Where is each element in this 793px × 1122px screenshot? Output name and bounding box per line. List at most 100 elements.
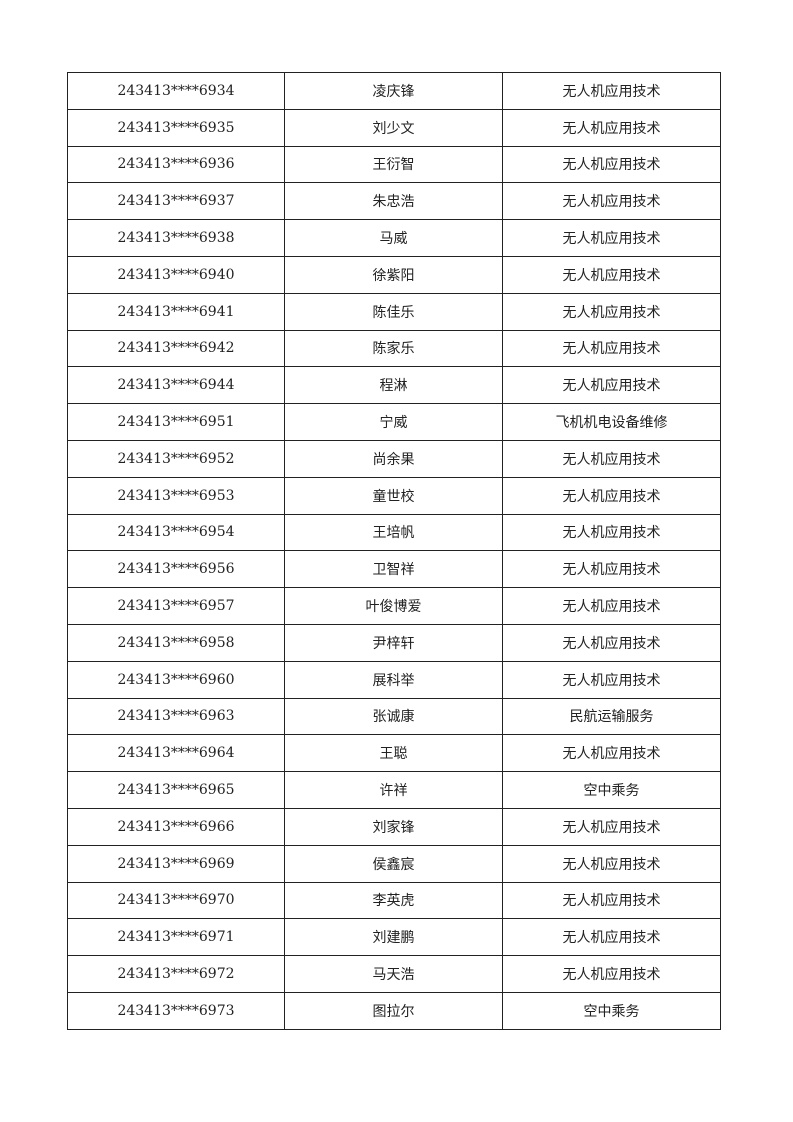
name-cell: 图拉尔: [284, 991, 503, 1030]
id-cell: 243413****6938: [67, 219, 285, 257]
id-cell: 243413****6942: [67, 329, 285, 368]
table-row: 243413****6935 刘少文 无人机应用技术: [67, 108, 721, 147]
major-cell: 无人机应用技术: [502, 881, 721, 920]
major-cell: 无人机应用技术: [502, 329, 721, 368]
major-cell: 无人机应用技术: [502, 918, 721, 957]
major-cell: 无人机应用技术: [502, 513, 721, 552]
id-cell: 243413****6960: [67, 660, 285, 699]
name-cell: 叶俊博爱: [284, 587, 503, 625]
major-cell: 无人机应用技术: [502, 366, 721, 405]
name-cell: 王培帆: [284, 513, 503, 552]
major-cell: 无人机应用技术: [502, 72, 721, 110]
table-row: 243413****6954 王培帆 无人机应用技术: [67, 513, 721, 552]
name-cell: 尹梓轩: [284, 623, 503, 662]
name-cell: 童世校: [284, 476, 503, 515]
table-row: 243413****6951 宁威 飞机机电设备维修: [67, 403, 721, 441]
table-row: 243413****6958 尹梓轩 无人机应用技术: [67, 623, 721, 662]
major-cell: 无人机应用技术: [502, 292, 721, 331]
name-cell: 陈佳乐: [284, 292, 503, 331]
major-cell: 无人机应用技术: [502, 145, 721, 184]
major-cell: 飞机机电设备维修: [502, 403, 721, 441]
table-row: 243413****6942 陈家乐 无人机应用技术: [67, 329, 721, 368]
id-cell: 243413****6944: [67, 366, 285, 405]
id-cell: 243413****6973: [67, 991, 285, 1030]
table-row: 243413****6952 尚余果 无人机应用技术: [67, 439, 721, 478]
table-row: 243413****6938 马威 无人机应用技术: [67, 219, 721, 257]
major-cell: 无人机应用技术: [502, 219, 721, 257]
major-cell: 无人机应用技术: [502, 807, 721, 846]
table-row: 243413****6972 马天浩 无人机应用技术: [67, 955, 721, 993]
id-cell: 243413****6972: [67, 955, 285, 993]
major-cell: 无人机应用技术: [502, 182, 721, 221]
table-row: 243413****6941 陈佳乐 无人机应用技术: [67, 292, 721, 331]
name-cell: 侯鑫宸: [284, 844, 503, 883]
table-row: 243413****6966 刘家锋 无人机应用技术: [67, 807, 721, 846]
id-cell: 243413****6956: [67, 550, 285, 589]
table-row: 243413****6957 叶俊博爱 无人机应用技术: [67, 587, 721, 625]
major-cell: 无人机应用技术: [502, 955, 721, 993]
name-cell: 许祥: [284, 771, 503, 809]
table-row: 243413****6940 徐紫阳 无人机应用技术: [67, 255, 721, 294]
major-cell: 无人机应用技术: [502, 108, 721, 147]
id-cell: 243413****6970: [67, 881, 285, 920]
name-cell: 宁威: [284, 403, 503, 441]
name-cell: 徐紫阳: [284, 255, 503, 294]
table-row: 243413****6971 刘建鹏 无人机应用技术: [67, 918, 721, 957]
major-cell: 无人机应用技术: [502, 660, 721, 699]
id-cell: 243413****6966: [67, 807, 285, 846]
name-cell: 凌庆锋: [284, 72, 503, 110]
id-cell: 243413****6936: [67, 145, 285, 184]
name-cell: 刘建鹏: [284, 918, 503, 957]
name-cell: 卫智祥: [284, 550, 503, 589]
major-cell: 无人机应用技术: [502, 587, 721, 625]
name-cell: 展科举: [284, 660, 503, 699]
id-cell: 243413****6953: [67, 476, 285, 515]
table-row: 243413****6953 童世校 无人机应用技术: [67, 476, 721, 515]
name-cell: 刘家锋: [284, 807, 503, 846]
table-body: 243413****6934 凌庆锋 无人机应用技术 243413****6935 刘少…: [67, 72, 721, 1030]
table-row: 243413****6956 卫智祥 无人机应用技术: [67, 550, 721, 589]
id-cell: 243413****6957: [67, 587, 285, 625]
id-cell: 243413****6963: [67, 697, 285, 736]
name-cell: 马天浩: [284, 955, 503, 993]
table-row: 243413****6965 许祥 空中乘务: [67, 771, 721, 809]
major-cell: 无人机应用技术: [502, 623, 721, 662]
table-row: 243413****6937 朱忠浩 无人机应用技术: [67, 182, 721, 221]
name-cell: 朱忠浩: [284, 182, 503, 221]
table-row: 243413****6964 王聪 无人机应用技术: [67, 734, 721, 773]
name-cell: 陈家乐: [284, 329, 503, 368]
major-cell: 空中乘务: [502, 771, 721, 809]
major-cell: 无人机应用技术: [502, 476, 721, 515]
id-cell: 243413****6954: [67, 513, 285, 552]
id-cell: 243413****6935: [67, 108, 285, 147]
major-cell: 民航运输服务: [502, 697, 721, 736]
id-cell: 243413****6937: [67, 182, 285, 221]
name-cell: 程淋: [284, 366, 503, 405]
table-row: 243413****6969 侯鑫宸 无人机应用技术: [67, 844, 721, 883]
table-row: 243413****6936 王衍智 无人机应用技术: [67, 145, 721, 184]
table-row: 243413****6960 展科举 无人机应用技术: [67, 660, 721, 699]
table-row: 243413****6973 图拉尔 空中乘务: [67, 991, 721, 1030]
id-cell: 243413****6965: [67, 771, 285, 809]
id-cell: 243413****6940: [67, 255, 285, 294]
name-cell: 马威: [284, 219, 503, 257]
table-row: 243413****6934 凌庆锋 无人机应用技术: [67, 72, 721, 110]
table-row: 243413****6970 李英虎 无人机应用技术: [67, 881, 721, 920]
name-cell: 尚余果: [284, 439, 503, 478]
id-cell: 243413****6941: [67, 292, 285, 331]
major-cell: 无人机应用技术: [502, 255, 721, 294]
name-cell: 刘少文: [284, 108, 503, 147]
major-cell: 无人机应用技术: [502, 550, 721, 589]
name-cell: 李英虎: [284, 881, 503, 920]
id-cell: 243413****6969: [67, 844, 285, 883]
id-cell: 243413****6971: [67, 918, 285, 957]
table-row: 243413****6963 张诚康 民航运输服务: [67, 697, 721, 736]
name-cell: 王衍智: [284, 145, 503, 184]
id-cell: 243413****6951: [67, 403, 285, 441]
major-cell: 空中乘务: [502, 991, 721, 1030]
name-cell: 王聪: [284, 734, 503, 773]
id-cell: 243413****6958: [67, 623, 285, 662]
name-cell: 张诚康: [284, 697, 503, 736]
major-cell: 无人机应用技术: [502, 439, 721, 478]
student-table: 243413****6934 凌庆锋 无人机应用技术 243413****6935 刘少…: [67, 72, 721, 1030]
